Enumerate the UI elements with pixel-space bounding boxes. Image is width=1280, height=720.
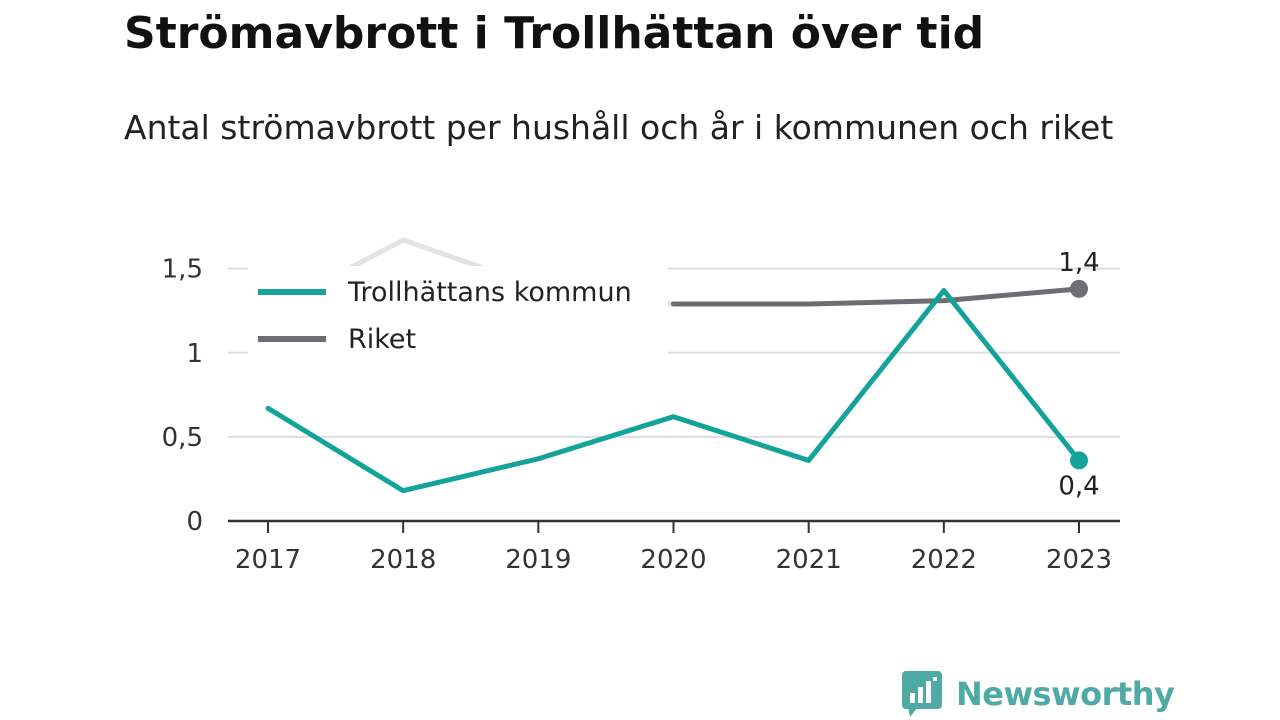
series-line-riket bbox=[671, 286, 1082, 307]
x-tick-label: 2019 bbox=[505, 545, 571, 575]
y-tick-label: 1,5 bbox=[162, 255, 203, 285]
end-point-riket bbox=[1070, 279, 1088, 298]
x-tick-label: 2023 bbox=[1046, 545, 1112, 575]
value-label-kommun: 0,4 bbox=[1058, 471, 1099, 501]
legend: Trollhättans kommun Riket bbox=[248, 266, 668, 358]
y-tick-label: 1 bbox=[186, 339, 203, 369]
legend-label-riket: Riket bbox=[348, 324, 416, 355]
end-point-kommun bbox=[1070, 451, 1088, 470]
x-tick-label: 2022 bbox=[911, 545, 977, 575]
legend-label-kommun: Trollhättans kommun bbox=[347, 277, 632, 308]
series-line-kommun bbox=[265, 288, 1082, 494]
y-tick-label: 0 bbox=[186, 507, 203, 537]
x-tick-label: 2017 bbox=[235, 545, 301, 575]
x-tick-label: 2020 bbox=[640, 545, 706, 575]
axes: 0 0,5 1 1,5 2017 2018 2019 2020 2021 2022 2023 bbox=[162, 255, 1120, 575]
x-tick-label: 2018 bbox=[370, 545, 436, 575]
legend-background bbox=[248, 266, 668, 358]
x-tick-label: 2021 bbox=[776, 545, 842, 575]
chart-title: Strömavbrott i Trollhättan över tid bbox=[124, 8, 985, 59]
chart-subtitle: Antal strömavbrott per hushåll och år i … bbox=[124, 108, 1114, 147]
value-labels: 1,4 0,4 bbox=[1058, 248, 1099, 502]
newsworthy-logo-icon bbox=[902, 671, 942, 717]
y-tick-label: 0,5 bbox=[162, 423, 203, 453]
value-label-riket: 1,4 bbox=[1058, 248, 1099, 278]
brand-name: Newsworthy bbox=[956, 675, 1175, 713]
brand-logo: Newsworthy bbox=[902, 670, 1175, 718]
